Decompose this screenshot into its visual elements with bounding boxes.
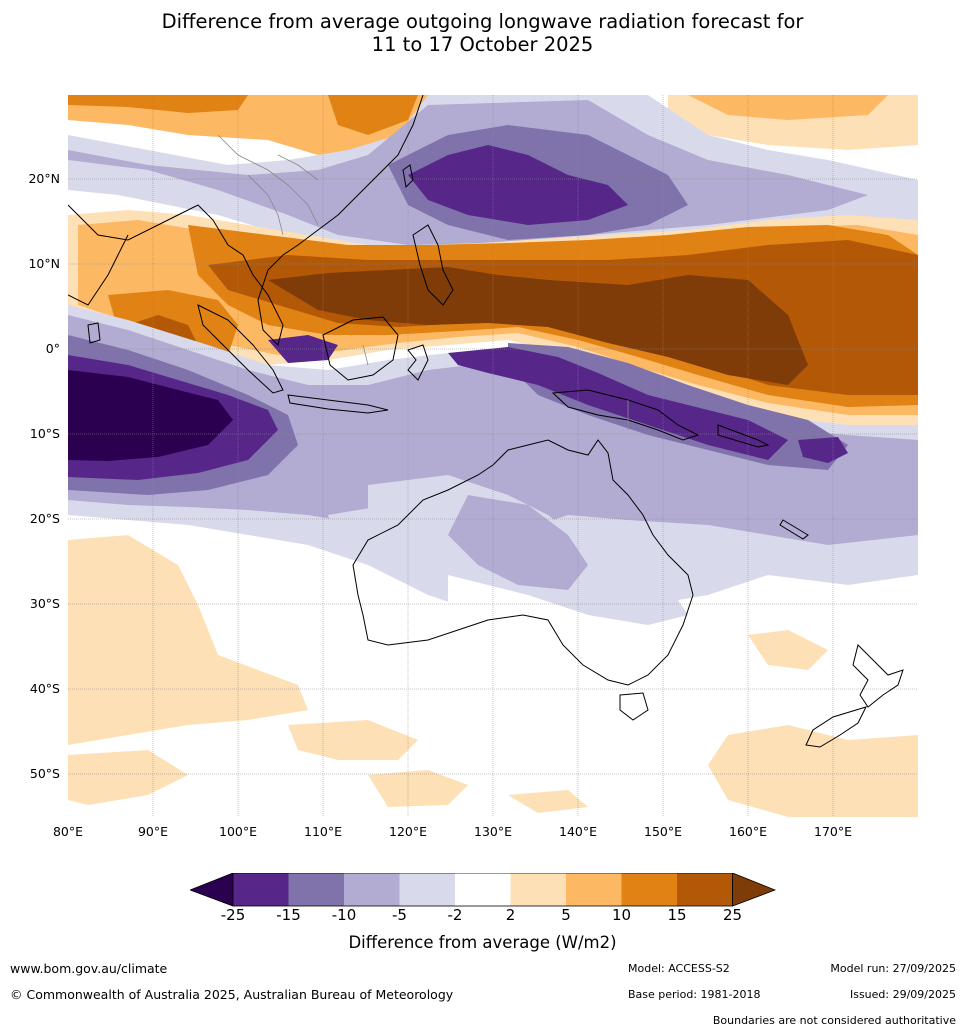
lon-tick-90e: 90°E <box>137 824 169 839</box>
footer-model-run: Model run: 27/09/2025 <box>830 962 956 975</box>
colorbar-swatch-3 <box>344 873 400 906</box>
java-coastline <box>287 394 389 414</box>
colorbar-swatch-4 <box>399 873 455 906</box>
solomon-islands-coastline <box>717 424 770 448</box>
colorbar-swatch-9 <box>677 873 733 906</box>
lat-tick-20s: 20°S <box>29 511 60 526</box>
title-line-1: Difference from average outgoing longwav… <box>161 10 804 33</box>
lon-tick-160e: 160°E <box>728 824 768 839</box>
lon-tick-80e: 80°E <box>52 824 84 839</box>
colorbar-label-15: 15 <box>667 906 687 924</box>
colorbar-label-minus-5: -5 <box>392 906 407 924</box>
australia-anomaly-zone <box>328 475 688 695</box>
new-zealand-north-coastline <box>852 644 904 708</box>
lon-tick-150e: 150°E <box>643 824 683 839</box>
new-zealand-south-coastline <box>805 706 867 748</box>
colorbar-label-minus-10: -10 <box>331 906 357 924</box>
lon-tick-110e: 110°E <box>303 824 343 839</box>
asia-mainland-coastline <box>68 95 424 346</box>
lon-tick-130e: 130°E <box>473 824 513 839</box>
footer-model: Model: ACCESS-S2 <box>628 962 730 975</box>
olr-anomaly-map <box>68 95 918 817</box>
lat-tick-30s: 30°S <box>29 596 60 611</box>
colorbar-high-extension <box>732 872 777 907</box>
coastlines <box>68 95 904 748</box>
colorbar-label-minus-15: -15 <box>276 906 301 924</box>
lon-tick-140e: 140°E <box>558 824 598 839</box>
footer-base-period: Base period: 1981-2018 <box>628 988 761 1001</box>
colorbar-title: Difference from average (W/m2) <box>348 933 617 952</box>
colorbar-swatch-8 <box>621 873 677 906</box>
colorbar <box>188 872 777 911</box>
tasmania-coastline <box>619 692 649 721</box>
footer-copyright: © Commonwealth of Australia 2025, Austra… <box>10 987 454 1002</box>
lat-tick-20n: 20°N <box>28 171 60 186</box>
footer-disclaimer: Boundaries are not considered authoritat… <box>712 1014 956 1027</box>
lon-tick-170e: 170°E <box>813 824 853 839</box>
colorbar-swatch-1 <box>233 873 289 906</box>
india-coastline <box>68 234 129 306</box>
lat-tick-10s: 10°S <box>29 426 60 441</box>
chart-title: Difference from average outgoing longwav… <box>0 10 965 56</box>
colorbar-swatch-5 <box>455 873 511 906</box>
new-caledonia-coastline <box>779 519 809 540</box>
colorbar-swatch-2 <box>288 873 344 906</box>
lat-tick-40s: 40°S <box>29 681 60 696</box>
lon-tick-120e: 120°E <box>388 824 428 839</box>
borneo-coastline <box>322 316 399 381</box>
new-guinea-coastline <box>551 389 700 441</box>
lat-tick-50s: 50°S <box>29 766 60 781</box>
colorbar-swatch-7 <box>566 873 622 906</box>
title-line-2: 11 to 17 October 2025 <box>371 33 594 56</box>
footer-website: www.bom.gov.au/climate <box>10 961 168 976</box>
colorbar-label-5: 5 <box>561 906 571 924</box>
sulawesi-coastline <box>407 344 429 381</box>
philippines-coastline <box>412 224 454 306</box>
graticule <box>68 95 918 817</box>
sri-lanka-coastline <box>87 322 101 344</box>
footer-issued: Issued: 29/09/2025 <box>849 988 956 1001</box>
sumatra-coastline <box>197 304 284 394</box>
lat-tick-0: 0° <box>45 341 60 356</box>
colorbar-label-minus-25: -25 <box>220 906 246 924</box>
colorbar-low-extension <box>188 872 234 907</box>
australia-coastline <box>352 439 694 686</box>
southern-positive-patches <box>68 535 918 817</box>
colorbar-label-25: 25 <box>722 906 743 924</box>
lat-tick-10n: 10°N <box>28 256 60 271</box>
colorbar-swatch-6 <box>510 873 566 906</box>
colorbar-label-minus-2: -2 <box>447 906 463 924</box>
lon-tick-100e: 100°E <box>218 824 258 839</box>
taiwan-coastline <box>402 164 414 189</box>
colorbar-label-10: 10 <box>611 906 632 924</box>
country-borders <box>217 134 629 430</box>
north-anomaly-band <box>68 95 918 265</box>
colorbar-label-2: 2 <box>505 906 516 924</box>
